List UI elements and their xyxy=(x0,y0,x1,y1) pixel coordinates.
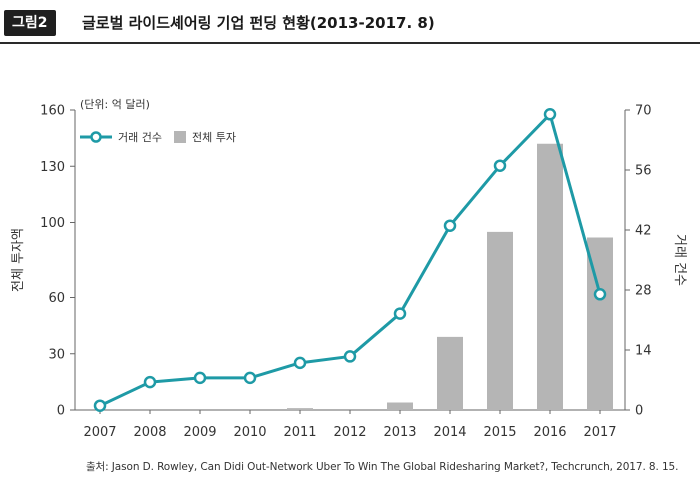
left-axis-title: 전체 투자액 xyxy=(11,228,26,292)
unit-note: (단위: 억 달러) xyxy=(80,98,150,111)
right-tick-label: 28 xyxy=(635,284,652,299)
x-tick-label: 2010 xyxy=(233,425,266,440)
right-axis-title: 거래 건수 xyxy=(672,234,687,286)
deals-point xyxy=(443,219,457,232)
right-tick-label: 14 xyxy=(635,344,652,359)
left-tick-label: 0 xyxy=(57,404,65,419)
legend-bar-label: 전체 투자 xyxy=(192,131,236,144)
deals-point xyxy=(343,350,357,363)
x-tick-label: 2008 xyxy=(133,425,166,440)
bar xyxy=(537,143,563,410)
right-tick-label: 56 xyxy=(635,164,652,179)
left-tick-label: 160 xyxy=(40,104,65,119)
figure-title: 글로벌 라이드셰어링 기업 펀딩 현황(2013-2017. 8) xyxy=(82,14,435,32)
legend-line-label: 거래 건수 xyxy=(118,131,162,144)
deals-point xyxy=(543,108,557,121)
x-tick-label: 2017 xyxy=(583,425,616,440)
deals-point xyxy=(143,375,157,389)
left-tick-label: 60 xyxy=(48,291,65,306)
x-tick-label: 2007 xyxy=(83,425,116,440)
right-tick-label: 0 xyxy=(635,404,643,419)
deals-point xyxy=(243,371,257,385)
left-tick-label: 130 xyxy=(40,160,65,175)
x-tick-label: 2015 xyxy=(483,425,516,440)
right-tick-label: 70 xyxy=(635,104,652,119)
bar xyxy=(387,402,413,410)
deals-point xyxy=(493,159,507,172)
figure-label: 그림2 xyxy=(4,10,56,36)
deals-point xyxy=(593,288,607,301)
bar xyxy=(487,231,513,410)
x-tick-label: 2011 xyxy=(283,425,316,440)
bar xyxy=(437,336,463,410)
x-tick-label: 2016 xyxy=(533,425,566,440)
x-tick-label: 2013 xyxy=(383,425,416,440)
x-tick-label: 2012 xyxy=(333,425,366,440)
deals-point xyxy=(193,371,207,385)
legend-line-marker xyxy=(90,131,102,143)
source-note: 출처: Jason D. Rowley, Can Didi Out-Networ… xyxy=(86,461,679,473)
x-tick-label: 2009 xyxy=(183,425,216,440)
deals-point xyxy=(93,399,107,412)
right-tick-label: 42 xyxy=(635,224,652,239)
left-tick-label: 100 xyxy=(40,216,65,231)
deals-point xyxy=(293,356,307,370)
legend-bar-swatch xyxy=(174,131,186,143)
left-tick-label: 30 xyxy=(48,347,65,362)
figure-header: 그림2 글로벌 라이드셰어링 기업 펀딩 현황(2013-2017. 8) xyxy=(0,0,700,44)
x-tick-label: 2014 xyxy=(433,425,466,440)
header-divider xyxy=(0,42,700,44)
bar xyxy=(287,408,313,410)
deals-point xyxy=(393,307,407,320)
